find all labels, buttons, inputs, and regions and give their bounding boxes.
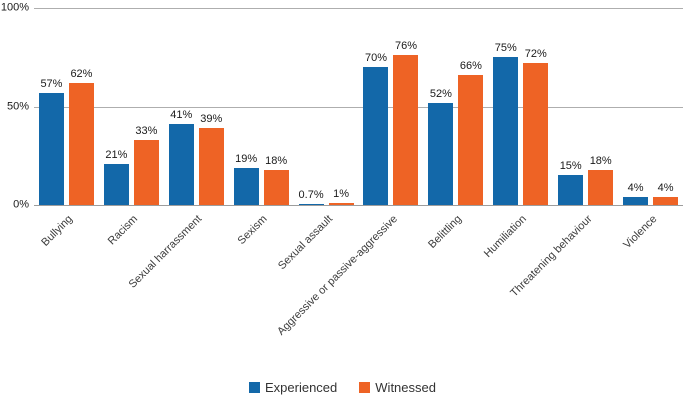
bar-value-label-experienced-humiliation: 75%: [494, 42, 517, 55]
bar-value-label-experienced-belittling: 52%: [429, 87, 452, 100]
bar-witnessed-violence: [653, 197, 679, 205]
bar-witnessed-belittling: [458, 74, 484, 205]
bar-value-label-experienced-sexual-assault: 0.7%: [298, 188, 324, 201]
bar-col-experienced-sexism: 19%: [233, 8, 259, 205]
bar-value-label-witnessed-sexual-harrassment: 39%: [200, 113, 223, 126]
bar-witnessed-humiliation: [523, 63, 549, 205]
bar-group-belittling: 52% 66% Belittling: [423, 8, 488, 251]
x-axis-label-humiliation: Humiliation: [482, 213, 530, 260]
bar-col-experienced-threatening-behaviour: 15%: [558, 8, 584, 205]
x-axis-label-bullying: Bullying: [39, 213, 75, 249]
bar-experienced-sexual-harrassment: [168, 124, 194, 205]
bar-experienced-violence: [623, 197, 649, 205]
legend-label-witnessed: Witnessed: [375, 380, 436, 395]
gridline-100: [34, 8, 683, 9]
x-axis-label-aggressive-or-passive-aggressive: Aggressive or passive-aggressive: [274, 213, 400, 338]
legend-swatch-witnessed-icon: [359, 382, 371, 393]
bar-col-witnessed-bullying: 62%: [68, 8, 94, 205]
bar-col-witnessed-belittling: 66%: [458, 8, 484, 205]
bar-group-sexual-assault: 0.7% 1% Sexual assault: [275, 8, 359, 272]
bar-experienced-humiliation: [493, 57, 519, 205]
bar-experienced-sexual-assault: [298, 203, 324, 205]
legend-item-witnessed: Witnessed: [359, 380, 436, 395]
x-axis-label-racism: Racism: [105, 213, 140, 248]
bar-experienced-aggressive-or-passive-aggressive: [363, 67, 389, 205]
bar-witnessed-sexual-assault: [328, 203, 354, 205]
plot-area: 57% 62% Bullying 21% 33% Racism 41% 39% Sexual h…: [34, 8, 683, 338]
bar-witnessed-bullying: [68, 82, 94, 205]
bar-experienced-belittling: [428, 102, 454, 205]
bar-col-experienced-violence: 4%: [623, 8, 649, 205]
bar-col-witnessed-racism: 33%: [133, 8, 159, 205]
bar-value-label-experienced-aggressive-or-passive-aggressive: 70%: [364, 52, 387, 65]
y-axis: 0% 50% 100%: [0, 2, 29, 210]
bar-value-label-witnessed-sexism: 18%: [265, 154, 288, 167]
bar-col-witnessed-threatening-behaviour: 18%: [588, 8, 614, 205]
bar-witnessed-sexism: [263, 169, 289, 205]
bar-groups: 57% 62% Bullying 21% 33% Racism 41% 39% Sexual h…: [34, 8, 683, 338]
bar-group-racism: 21% 33% Racism: [99, 8, 164, 247]
bar-witnessed-threatening-behaviour: [588, 169, 614, 205]
bar-value-label-experienced-threatening-behaviour: 15%: [559, 160, 582, 173]
bar-col-experienced-aggressive-or-passive-aggressive: 70%: [363, 8, 389, 205]
bar-value-label-witnessed-bullying: 62%: [70, 67, 93, 80]
x-axis-label-violence: Violence: [620, 213, 660, 252]
bar-witnessed-sexual-harrassment: [198, 128, 224, 205]
legend: Experienced Witnessed: [0, 380, 685, 395]
bar-group-violence: 4% 4% Violence: [618, 8, 683, 251]
bar-value-label-experienced-sexism: 19%: [235, 152, 258, 165]
bar-experienced-racism: [103, 163, 129, 205]
bar-group-threatening-behaviour: 15% 18% Threatening behaviour: [508, 8, 618, 299]
y-tick-100: 100%: [0, 1, 29, 14]
bar-col-experienced-bullying: 57%: [38, 8, 64, 205]
bar-col-experienced-racism: 21%: [103, 8, 129, 205]
bar-col-witnessed-aggressive-or-passive-aggressive: 76%: [393, 8, 419, 205]
bar-col-experienced-sexual-harrassment: 41%: [168, 8, 194, 205]
bar-value-label-witnessed-belittling: 66%: [459, 59, 482, 72]
bar-col-experienced-humiliation: 75%: [493, 8, 519, 205]
bar-group-aggressive-or-passive-aggressive: 70% 76% Aggressive or passive-aggressive: [275, 8, 424, 338]
bar-col-witnessed-humiliation: 72%: [523, 8, 549, 205]
y-tick-50: 50%: [6, 100, 29, 112]
bar-value-label-experienced-sexual-harrassment: 41%: [170, 109, 193, 122]
x-axis-label-sexism: Sexism: [235, 213, 270, 247]
bar-value-label-witnessed-sexual-assault: 1%: [333, 188, 350, 201]
bar-experienced-bullying: [38, 92, 64, 205]
bar-value-label-witnessed-threatening-behaviour: 18%: [589, 154, 612, 167]
y-tick-0: 0%: [13, 198, 29, 211]
legend-label-experienced: Experienced: [265, 380, 338, 395]
bar-col-experienced-sexual-assault: 0.7%: [299, 8, 324, 205]
bar-experienced-sexism: [233, 167, 259, 205]
bar-group-bullying: 57% 62% Bullying: [34, 8, 99, 249]
bar-value-label-witnessed-humiliation: 72%: [524, 48, 547, 61]
x-axis-label-belittling: Belittling: [426, 213, 465, 251]
bar-value-label-witnessed-aggressive-or-passive-aggressive: 76%: [394, 40, 417, 53]
bar-col-witnessed-sexual-assault: 1%: [328, 8, 354, 205]
bar-col-witnessed-violence: 4%: [653, 8, 679, 205]
bar-col-experienced-belittling: 52%: [428, 8, 454, 205]
bar-group-sexism: 19% 18% Sexism: [229, 8, 294, 247]
bar-value-label-witnessed-violence: 4%: [657, 182, 674, 195]
bar-group-sexual-harrassment: 41% 39% Sexual harrassment: [127, 8, 229, 291]
bar-value-label-experienced-bullying: 57%: [40, 77, 63, 90]
bar-witnessed-aggressive-or-passive-aggressive: [393, 55, 419, 205]
bar-group-humiliation: 75% 72% Humiliation: [482, 8, 553, 260]
x-axis-label-sexual-harrassment: Sexual harrassment: [127, 213, 205, 291]
bar-value-label-experienced-racism: 21%: [105, 148, 128, 161]
legend-item-experienced: Experienced: [249, 380, 337, 395]
bar-value-label-witnessed-racism: 33%: [135, 125, 158, 137]
bar-experienced-threatening-behaviour: [558, 175, 584, 205]
bar-col-witnessed-sexism: 18%: [263, 8, 289, 205]
gridline-50: [34, 106, 683, 108]
legend-swatch-experienced-icon: [249, 382, 260, 393]
bar-col-witnessed-sexual-harrassment: 39%: [198, 8, 224, 205]
bar-witnessed-racism: [133, 140, 159, 205]
gridlines: [34, 8, 683, 205]
bar-value-label-experienced-violence: 4%: [627, 182, 644, 195]
x-axis-label-sexual-assault: Sexual assault: [275, 213, 335, 273]
